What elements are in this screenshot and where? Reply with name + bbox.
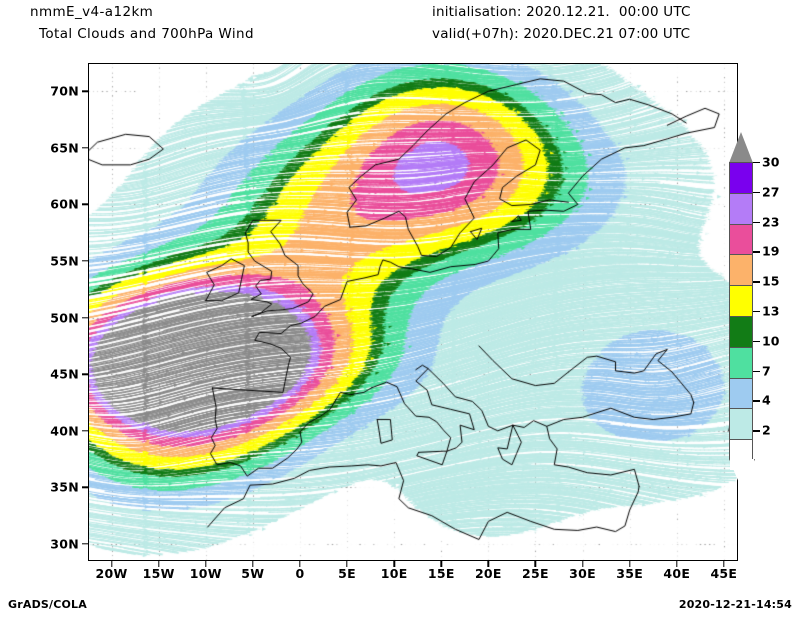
longitude-label: 10W [189,566,222,581]
field-title: Total Clouds and 700hPa Wind [39,26,254,42]
latitude-label: 50N [50,310,79,326]
colorbar-tick [753,370,760,372]
colorbar-tick [753,430,760,432]
colorbar-bands [729,162,753,470]
longitude-tick [205,561,207,567]
colorbar-band [730,347,752,379]
latitude-label: 30N [50,536,79,552]
longitude-tick [723,561,725,567]
header: nmmE_v4-a12km Total Clouds and 700hPa Wi… [0,0,800,52]
latitude-tick [82,203,88,206]
initialisation-time: initialisation: 2020.12.21. 00:00 UTC [432,4,691,20]
latitude-tick [82,90,88,92]
weather-map-canvas[interactable] [88,63,738,561]
valid-time: valid(+07h): 2020.DEC.21 07:00 UTC [432,26,691,42]
colorbar-tick [753,400,760,402]
longitude-tick [676,561,678,567]
plot-frame-border [88,63,738,561]
colorbar-top-arrow [729,132,753,163]
longitude-label: 20E [474,566,502,581]
colorbar-label: 23 [762,214,780,230]
colorbar-label: 2 [762,422,771,438]
colorbar-label: 10 [762,333,780,349]
colorbar-label: 15 [762,273,780,289]
latitude-label: 55N [50,253,79,269]
colorbar-label: 7 [762,363,771,379]
longitude-tick [440,561,442,567]
longitude-label: 15W [142,566,175,581]
longitude-tick [487,561,490,567]
map-plot-area[interactable] [88,63,738,561]
latitude-tick [82,147,88,149]
colorbar-band [730,255,752,287]
longitude-tick [581,561,584,567]
colorbar-legend[interactable]: 30 27 23 19 15 13 10 7 4 2 [727,132,779,490]
longitude-label: 25E [522,566,549,581]
latitude-label: 45N [50,366,79,382]
longitude-tick [346,561,348,567]
colorbar-tick [753,281,760,283]
colorbar-tick [753,251,760,253]
latitude-label: 40N [50,423,79,439]
longitude-tick [299,561,301,567]
header-left-block: nmmE_v4-a12km Total Clouds and 700hPa Wi… [30,4,254,42]
colorbar-band [730,316,752,348]
longitude-label: 5E [338,566,356,581]
longitude-tick [393,561,395,567]
colorbar-label: 30 [762,154,780,170]
colorbar-band [730,409,752,441]
latitude-label: 70N [50,83,79,99]
colorbar-tick [753,311,760,313]
latitude-tick [82,543,88,545]
longitude-label: 40E [663,566,691,581]
longitude-label: 30E [569,566,596,581]
latitude-tick [82,316,88,319]
longitude-tick [157,561,160,567]
latitude-label: 35N [50,479,79,495]
colorbar-band [730,163,752,194]
colorbar-tick [753,340,760,343]
longitude-label: 20W [95,566,128,581]
latitude-tick [82,486,88,489]
colorbar-label: 13 [762,303,780,319]
colorbar-tick [753,162,760,164]
longitude-tick [628,561,631,567]
latitude-label: 60N [50,196,79,212]
longitude-label: 0 [295,566,305,581]
longitude-tick [252,561,254,567]
colorbar-label: 19 [762,243,780,259]
longitude-label: 35E [616,566,644,581]
longitude-label: 10E [380,566,408,581]
latitude-tick [82,373,88,375]
longitude-label: 45E [710,566,738,581]
longitude-tick [534,561,537,567]
colorbar-bottom-arrow [729,459,755,490]
model-name: nmmE_v4-a12km [30,4,154,20]
colorbar-label: 27 [762,184,780,200]
header-right-block: initialisation: 2020.12.21. 00:00 UTC va… [432,4,691,42]
colorbar-band [730,193,752,225]
longitude-tick [110,561,113,567]
longitude-label: 15E [427,566,455,581]
colorbar-tick [753,191,760,194]
latitude-tick [82,260,88,262]
footer-timestamp: 2020-12-21-14:54 [678,598,792,611]
colorbar-label: 4 [762,392,771,408]
colorbar-band [730,286,752,317]
latitude-label: 65N [50,140,79,156]
colorbar-band [730,378,752,410]
footer-producer: GrADS/COLA [8,598,87,611]
colorbar-band [730,224,752,256]
latitude-tick [82,430,88,432]
longitude-label: 5W [241,566,265,581]
colorbar-tick [753,221,760,223]
